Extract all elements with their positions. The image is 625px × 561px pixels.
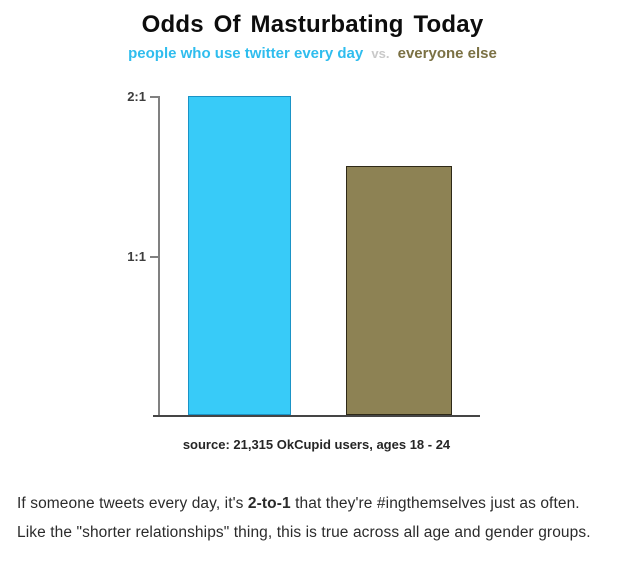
chart-title: Odds Of Masturbating Today bbox=[141, 11, 484, 38]
legend-label-everyone-else: everyone else bbox=[397, 45, 497, 62]
chart-legend-subtitle: people who use twitter every day vs. eve… bbox=[0, 45, 625, 62]
y-axis-line bbox=[158, 96, 160, 415]
y-axis-tick-1to1 bbox=[150, 256, 159, 258]
bar-chart-plot-area: 2:1 1:1 bbox=[127, 89, 480, 417]
caption-line1-pre: If someone tweets every day, it's bbox=[17, 495, 248, 512]
bar-everyone-else bbox=[346, 166, 452, 415]
source-note: source: 21,315 OkCupid users, ages 18 - … bbox=[182, 437, 451, 452]
x-axis-baseline bbox=[153, 415, 480, 417]
caption-line1-bold-odds: 2-to-1 bbox=[247, 495, 291, 512]
legend-label-twitter-users: people who use twitter every day bbox=[128, 45, 364, 62]
bar-twitter-users bbox=[188, 96, 291, 415]
legend-vs-text: vs. bbox=[371, 46, 390, 61]
caption-line2: Like the "shorter relationships" thing, … bbox=[17, 523, 591, 541]
caption-text: If someone tweets every day, it's 2-to-1… bbox=[17, 490, 613, 547]
caption-line1-post: that they're #ingthemselves just as ofte… bbox=[290, 495, 580, 512]
y-axis-tick-2to1 bbox=[150, 96, 159, 98]
y-axis-label-2to1: 2:1 bbox=[127, 89, 146, 104]
y-axis-label-1to1: 1:1 bbox=[127, 249, 146, 264]
